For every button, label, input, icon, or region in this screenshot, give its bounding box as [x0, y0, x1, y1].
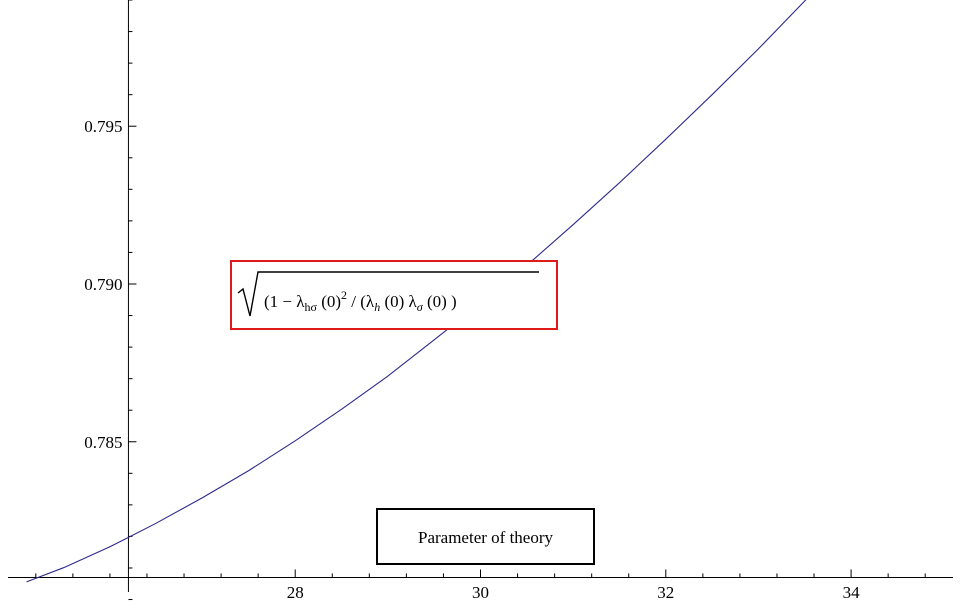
- x-tick-label: 30: [472, 583, 489, 602]
- x-tick-label: 34: [843, 583, 861, 602]
- y-tick-label: 0.785: [84, 433, 122, 452]
- x-axis: 28 30 32 34: [8, 569, 953, 602]
- y-axis: 0.785 0.790 0.795: [84, 0, 137, 601]
- x-tick-label: 28: [287, 583, 304, 602]
- radical-sign: [237, 271, 539, 317]
- parameter-box: [376, 508, 595, 565]
- formula-text: (1 − λhσ (0)2 / (λh (0) λσ (0) ): [264, 288, 457, 314]
- x-tick-label: 32: [657, 583, 674, 602]
- y-tick-label: 0.795: [84, 117, 122, 136]
- y-tick-label: 0.790: [84, 275, 122, 294]
- parameter-text: Parameter of theory: [418, 528, 553, 547]
- parameter-annotation: Parameter of theory: [376, 508, 595, 565]
- formula-annotation: (1 − λhσ (0)2 / (λh (0) λσ (0) ): [230, 260, 558, 330]
